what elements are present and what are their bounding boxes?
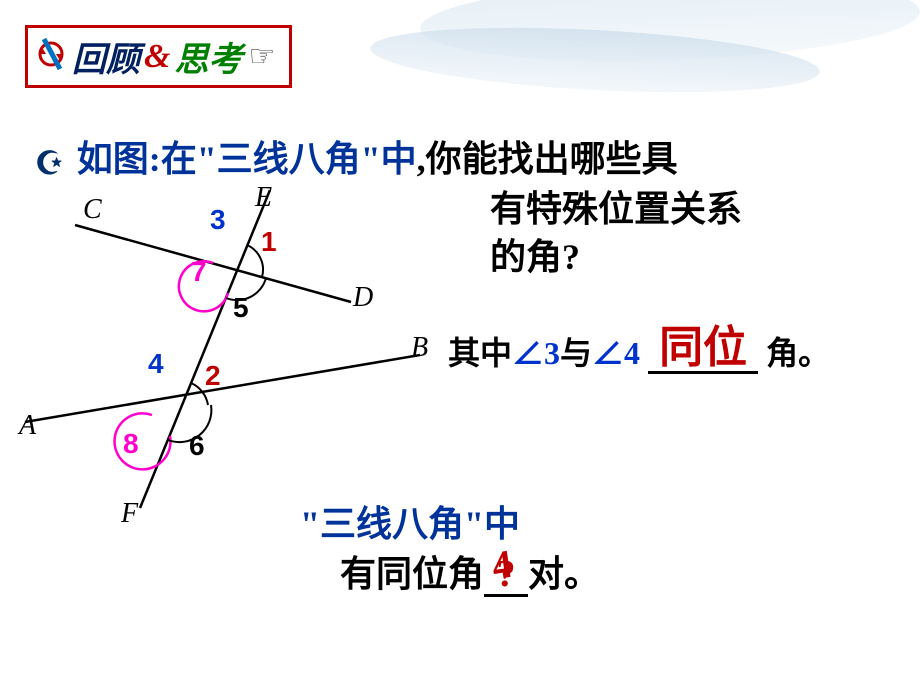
- question-2-line2: 有同位角 ? 4 对。: [340, 545, 600, 597]
- header-text-think: 思考: [174, 32, 242, 81]
- angle-4-label: ∠4: [592, 335, 640, 371]
- point-A: A: [19, 410, 36, 442]
- angle-7: 7: [191, 256, 207, 288]
- angle-2: 2: [205, 360, 221, 392]
- ans1-suffix: 角。: [766, 335, 830, 371]
- point-F: F: [121, 498, 138, 530]
- header-box: 回顾 & 思考 ☞: [25, 25, 292, 88]
- angle-5: 5: [233, 292, 249, 324]
- point-E: E: [255, 182, 272, 214]
- header-ampersand: &: [144, 38, 170, 76]
- point-D: D: [353, 282, 373, 314]
- point-C: C: [83, 194, 102, 226]
- angle-1: 1: [261, 226, 277, 258]
- q-prefix: 如图:: [77, 139, 161, 179]
- angle-3-label: ∠3: [512, 335, 560, 371]
- q-quoted: 在"三线八角"中: [161, 139, 417, 179]
- ans1-conj: 与: [560, 335, 592, 371]
- q-suffix: ,你能找出哪些具: [417, 139, 678, 179]
- pointer-icon: ☞: [248, 39, 275, 74]
- header-text-review: 回顾: [72, 32, 140, 81]
- blank-2: ? 4: [484, 552, 528, 597]
- angle-8: 8: [123, 428, 139, 460]
- bullet-icon: ☪: [35, 145, 64, 181]
- blank-1: 同位: [648, 325, 758, 374]
- angle-6: 6: [189, 430, 205, 462]
- main-question: ☪ 如图:在"三线八角"中,你能找出哪些具: [35, 130, 678, 182]
- ans1-prefix: 其中: [448, 335, 512, 371]
- point-B: B: [411, 332, 428, 364]
- blank-1-answer: 同位: [655, 325, 751, 371]
- sub-question-line1: 有特殊位置关系: [490, 180, 742, 232]
- refresh-icon: [36, 37, 66, 76]
- angle-3: 3: [210, 204, 226, 236]
- q2-suffix: 对。: [528, 554, 600, 594]
- q2-prefix: 有同位角: [340, 554, 484, 594]
- answer-line-1: 其中∠3与∠4 同位 角。: [448, 325, 830, 374]
- angle-4: 4: [148, 348, 164, 380]
- geometry-diagram: C E D B A F 3 1 7 5 4 2 8 6: [15, 180, 440, 540]
- sub-question-line2: 的角?: [490, 228, 580, 280]
